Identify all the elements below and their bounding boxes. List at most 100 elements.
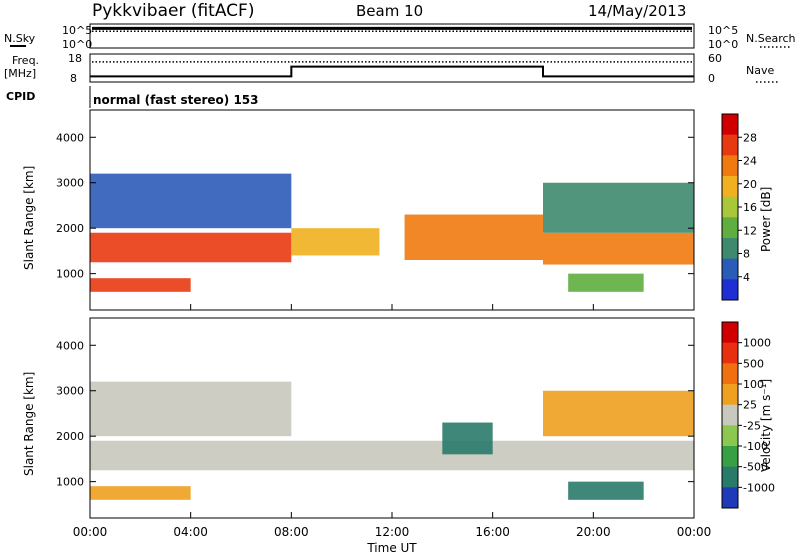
cpid-label: CPID (6, 90, 35, 103)
velocity-colorbar-tick-label-7: -1000 (743, 481, 775, 494)
noise-right-tick-top: 10^5 (708, 24, 738, 37)
power-colorbar-swatch-7 (722, 258, 738, 280)
power-band-4 (543, 232, 694, 265)
velocity-colorbar-frame (721, 321, 739, 509)
noise-right-tick-bottom: 10^0 (708, 38, 738, 51)
velocity-colorbar-tick-label-3: 25 (743, 399, 757, 412)
power-band-6 (543, 182, 694, 233)
station-title: Pykkvibaer (fitACF) (92, 1, 254, 21)
noise-sky-label: N.Sky (4, 32, 36, 45)
power-colorbar-label: Power [dB] (759, 187, 773, 252)
power-colorbar-swatch-8 (722, 279, 738, 301)
noise-left-tick-top: 10^5 (62, 24, 92, 37)
power-colorbar-tick-label-3: 16 (743, 201, 757, 214)
freq-left-tick-top: 18 (68, 52, 82, 65)
velocity-colorbar-swatch-6 (722, 446, 738, 468)
frequency-trace (90, 65, 694, 78)
time-tick-label-0: 00:00 (73, 525, 108, 539)
power-ytick-label-4000: 4000 (56, 131, 84, 144)
velocity-colorbar-tick-label-2: 100 (743, 378, 764, 391)
velocity-colorbar-tick-label-4: -25 (743, 419, 761, 432)
velocity-colorbar-swatch-1 (722, 342, 738, 364)
velocity-ylabel: Slant Range [km] (22, 372, 36, 476)
time-tick-label-6: 00:00 (677, 525, 712, 539)
velocity-band-3 (90, 381, 292, 437)
velocity-colorbar-swatch-0 (722, 322, 738, 344)
velocity-colorbar-swatch-7 (722, 466, 738, 488)
time-axis: 00:00 04:00 08:00 12:00 16:00 20:00 00:00 (73, 304, 712, 539)
cpid-row: CPID normal (fast stereo) 153 (6, 86, 259, 108)
time-tick-label-2: 08:00 (274, 525, 309, 539)
velocity-ytick-label-4000: 4000 (56, 339, 84, 352)
power-colorbar-swatch-2 (722, 155, 738, 177)
power-band-7 (568, 273, 644, 292)
nave-right-tick-top: 60 (708, 52, 722, 65)
velocity-colorbar-tick-label-5: -100 (743, 440, 768, 453)
velocity-colorbar-label: Velocity [m s⁻¹] (759, 379, 773, 472)
noise-panel-frame (89, 23, 695, 49)
velocity-colorbar-tick-label-6: -500 (743, 461, 768, 474)
freq-left-tick-bottom: 8 (70, 72, 77, 85)
power-panel: 1000 2000 3000 4000 Slant Range [km] 28 24 20… (22, 109, 773, 311)
power-ylabel: Slant Range [km] (22, 166, 36, 270)
power-colorbar-swatch-5 (722, 217, 738, 239)
time-tick-label-3: 12:00 (375, 525, 410, 539)
power-colorbar-swatch-6 (722, 238, 738, 260)
velocity-colorbar: 1000 500 100 25 -25 -100 -500 -1000 (721, 321, 775, 509)
beam-title: Beam 10 (356, 2, 423, 20)
time-tick-label-1: 04:00 (173, 525, 208, 539)
freq-label: Freq. (12, 54, 39, 67)
power-colorbar-tick-label-0: 28 (743, 131, 757, 144)
power-colorbar-tick-label-5: 8 (743, 248, 750, 261)
velocity-colorbar-swatch-4 (722, 404, 738, 426)
velocity-heatmap (90, 381, 694, 500)
nave-right-tick-bottom: 0 (708, 72, 715, 85)
power-band-0 (90, 232, 292, 263)
velocity-colorbar-swatch-2 (722, 363, 738, 385)
time-tick-label-5: 20:00 (576, 525, 611, 539)
velocity-colorbar-swatch-3 (722, 384, 738, 406)
time-tick-label-4: 16:00 (475, 525, 510, 539)
power-colorbar-swatch-0 (722, 114, 738, 136)
power-y-axis: 1000 2000 3000 4000 (56, 131, 694, 281)
power-heatmap (90, 173, 694, 292)
velocity-ytick-label-1000: 1000 (56, 476, 84, 489)
power-colorbar-swatch-4 (722, 196, 738, 218)
velocity-band-1 (90, 486, 191, 500)
power-band-2 (291, 228, 380, 256)
velocity-ytick-label-3000: 3000 (56, 385, 84, 398)
power-ytick-label-1000: 1000 (56, 268, 84, 281)
velocity-band-2 (442, 422, 493, 455)
velocity-ytick-label-2000: 2000 (56, 430, 84, 443)
power-colorbar-swatch-3 (722, 176, 738, 198)
power-colorbar-swatch-1 (722, 134, 738, 156)
nave-label: Nave (746, 64, 774, 77)
noise-panel: N.Sky 10^5 10^0 10^5 10^0 N.Search (4, 23, 796, 51)
power-band-5 (90, 173, 292, 229)
power-colorbar-tick-label-1: 24 (743, 155, 757, 168)
velocity-colorbar-tick-label-1: 500 (743, 357, 764, 370)
time-axis-label: Time UT (366, 541, 417, 554)
velocity-y-axis: 1000 2000 3000 4000 (56, 339, 694, 489)
velocity-panel: 1000 2000 3000 4000 Slant Range [km] 1000 50… (22, 317, 775, 519)
frequency-line (90, 65, 694, 78)
velocity-colorbar-swatch-8 (722, 487, 738, 509)
power-ytick-label-2000: 2000 (56, 222, 84, 235)
frequency-panel-frame (89, 53, 695, 83)
velocity-band-4 (543, 390, 694, 437)
velocity-band-5 (568, 481, 644, 500)
power-ytick-label-3000: 3000 (56, 177, 84, 190)
noise-left-tick-bottom: 10^0 (62, 38, 92, 51)
velocity-colorbar-swatch-5 (722, 425, 738, 447)
power-colorbar-tick-label-6: 4 (743, 271, 750, 284)
power-band-1 (90, 278, 191, 292)
velocity-band-0 (90, 440, 694, 471)
noise-search-label: N.Search (746, 32, 796, 45)
velocity-colorbar-tick-label-0: 1000 (743, 337, 771, 350)
cpid-text: normal (fast stereo) 153 (93, 93, 259, 107)
power-colorbar-tick-label-4: 12 (743, 224, 757, 237)
freq-unit-label: [MHz] (4, 67, 36, 80)
date-title: 14/May/2013 (588, 2, 686, 20)
power-band-3 (404, 214, 543, 260)
